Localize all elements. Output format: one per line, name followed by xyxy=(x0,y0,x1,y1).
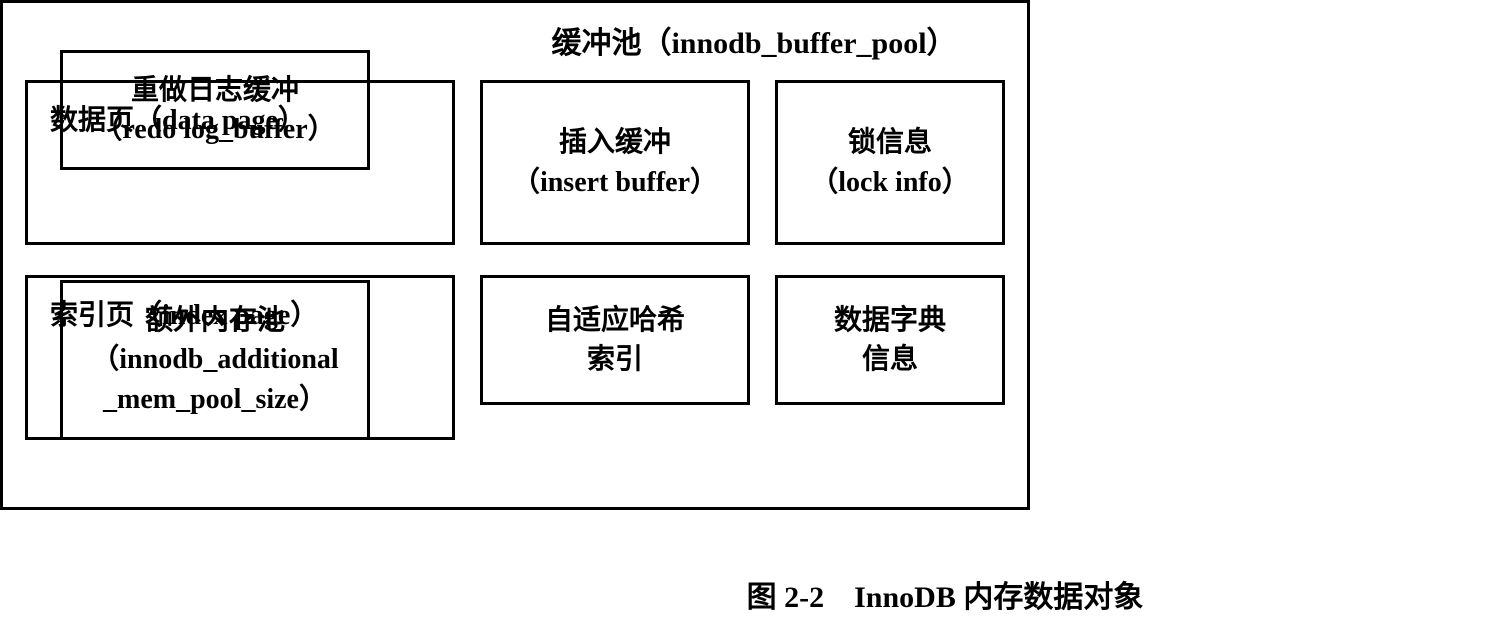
adaptive-hash-box: 自适应哈希 索引 xyxy=(480,275,750,405)
index-page-box: 索引页（index page） xyxy=(25,275,455,440)
lock-info-box: 锁信息 （lock info） xyxy=(775,80,1005,245)
data-dict-label-l2: 信息 xyxy=(862,340,918,379)
data-dict-box: 数据字典 信息 xyxy=(775,275,1005,405)
index-page-label: 索引页（index page） xyxy=(50,296,318,335)
insert-buffer-label-en: （insert buffer） xyxy=(512,163,718,202)
lock-info-label-en: （lock info） xyxy=(810,163,969,202)
diagram-container: 重做日志缓冲 （redo log_buffer） 额外内存池 （innodb_a… xyxy=(0,0,1508,634)
data-page-label: 数据页（data page） xyxy=(50,101,306,140)
adaptive-hash-label-l2: 索引 xyxy=(587,340,643,379)
adaptive-hash-label-l1: 自适应哈希 xyxy=(545,301,685,340)
insert-buffer-box: 插入缓冲 （insert buffer） xyxy=(480,80,750,245)
buffer-pool-title: 缓冲池（innodb_buffer_pool） xyxy=(0,18,1508,62)
data-dict-label-l1: 数据字典 xyxy=(834,301,946,340)
figure-caption: 图 2-2 InnoDB 内存数据对象 xyxy=(430,572,1460,616)
lock-info-label-cn: 锁信息 xyxy=(848,123,932,162)
data-page-box: 数据页（data page） xyxy=(25,80,455,245)
insert-buffer-label-cn: 插入缓冲 xyxy=(559,123,671,162)
